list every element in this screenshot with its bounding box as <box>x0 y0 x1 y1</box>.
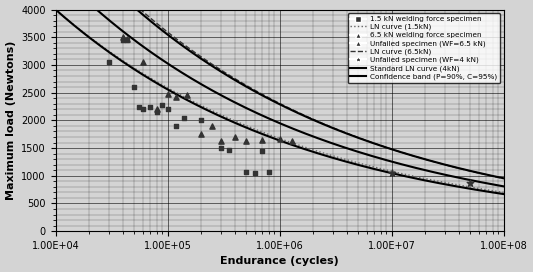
6.5 kN welding force specimen <box>119 35 127 39</box>
6.5 kN welding force specimen <box>183 93 191 97</box>
Standard LN curve (4kN) <box>319 138 326 141</box>
Confidence band (P=90%, C=95%) <box>500 177 507 180</box>
Line: LN curve (6.5kN): LN curve (6.5kN) <box>55 0 504 178</box>
1.5 kN welding force specimen <box>139 107 147 112</box>
1.5 kN welding force specimen <box>158 103 167 107</box>
LN curve (1.5kN) <box>319 151 326 154</box>
LN curve (6.5kN) <box>327 125 333 128</box>
6.5 kN welding force specimen <box>122 37 131 42</box>
1.5 kN welding force specimen <box>258 149 266 154</box>
Unfailed specimen (WF=4 kN) <box>466 181 474 185</box>
1.5 kN welding force specimen <box>119 38 127 42</box>
1.5 kN welding force specimen <box>264 170 273 175</box>
Standard LN curve (4kN) <box>430 171 437 174</box>
LN curve (6.5kN) <box>458 167 465 171</box>
Standard LN curve (4kN) <box>500 185 507 188</box>
1.5 kN welding force specimen <box>130 85 138 89</box>
Unfailed specimen (WF=4 kN) <box>387 171 396 175</box>
Line: LN curve (1.5kN): LN curve (1.5kN) <box>55 10 504 192</box>
6.5 kN welding force specimen <box>163 92 172 96</box>
Confidence band (P=90%, C=95%) <box>319 122 326 125</box>
LN curve (6.5kN) <box>430 160 437 163</box>
LN curve (1.5kN) <box>52 8 59 11</box>
Standard LN curve (4kN) <box>318 138 324 141</box>
6.5 kN welding force specimen <box>217 139 225 144</box>
Confidence band (P=90%, C=95%) <box>327 125 333 128</box>
Unfailed specimen (WF=6.5 kN) <box>288 139 296 144</box>
LN curve (6.5kN) <box>318 121 324 124</box>
1.5 kN welding force specimen <box>197 118 206 123</box>
6.5 kN welding force specimen <box>258 138 266 143</box>
Legend: 1.5 kN welding force specimen, LN curve (1.5kN), 6.5 kN welding force specimen, : 1.5 kN welding force specimen, LN curve … <box>348 13 500 83</box>
LN curve (1.5kN) <box>54 9 60 13</box>
LN curve (1.5kN) <box>458 184 465 187</box>
6.5 kN welding force specimen <box>208 124 216 128</box>
Confidence band (P=90%, C=95%) <box>458 167 465 171</box>
LN curve (1.5kN) <box>327 153 333 157</box>
LN curve (1.5kN) <box>318 151 324 154</box>
LN curve (6.5kN) <box>500 177 507 180</box>
1.5 kN welding force specimen <box>217 146 225 150</box>
1.5 kN welding force specimen <box>251 171 259 175</box>
6.5 kN welding force specimen <box>231 135 239 139</box>
1.5 kN welding force specimen <box>105 60 114 64</box>
Confidence band (P=90%, C=95%) <box>318 122 324 125</box>
LN curve (1.5kN) <box>500 191 507 194</box>
1.5 kN welding force specimen <box>172 124 181 128</box>
6.5 kN welding force specimen <box>241 139 250 144</box>
6.5 kN welding force specimen <box>172 95 181 99</box>
6.5 kN welding force specimen <box>276 137 284 141</box>
1.5 kN welding force specimen <box>152 110 161 114</box>
Confidence band (P=90%, C=95%) <box>430 160 437 163</box>
1.5 kN welding force specimen <box>241 170 250 175</box>
1.5 kN welding force specimen <box>134 104 143 109</box>
Line: Confidence band (P=90%, C=95%): Confidence band (P=90%, C=95%) <box>55 0 504 178</box>
1.5 kN welding force specimen <box>180 115 188 120</box>
1.5 kN welding force specimen <box>122 38 131 42</box>
Standard LN curve (4kN) <box>458 177 465 180</box>
1.5 kN welding force specimen <box>163 107 172 112</box>
6.5 kN welding force specimen <box>197 132 206 136</box>
LN curve (1.5kN) <box>430 178 437 182</box>
LN curve (6.5kN) <box>319 122 326 125</box>
Y-axis label: Maximum load (Newtons): Maximum load (Newtons) <box>5 41 15 200</box>
Line: Standard LN curve (4kN): Standard LN curve (4kN) <box>55 0 504 186</box>
Standard LN curve (4kN) <box>327 141 333 144</box>
6.5 kN welding force specimen <box>139 60 147 64</box>
X-axis label: Endurance (cycles): Endurance (cycles) <box>220 256 339 267</box>
1.5 kN welding force specimen <box>146 104 155 109</box>
6.5 kN welding force specimen <box>152 107 161 112</box>
1.5 kN welding force specimen <box>224 148 233 152</box>
